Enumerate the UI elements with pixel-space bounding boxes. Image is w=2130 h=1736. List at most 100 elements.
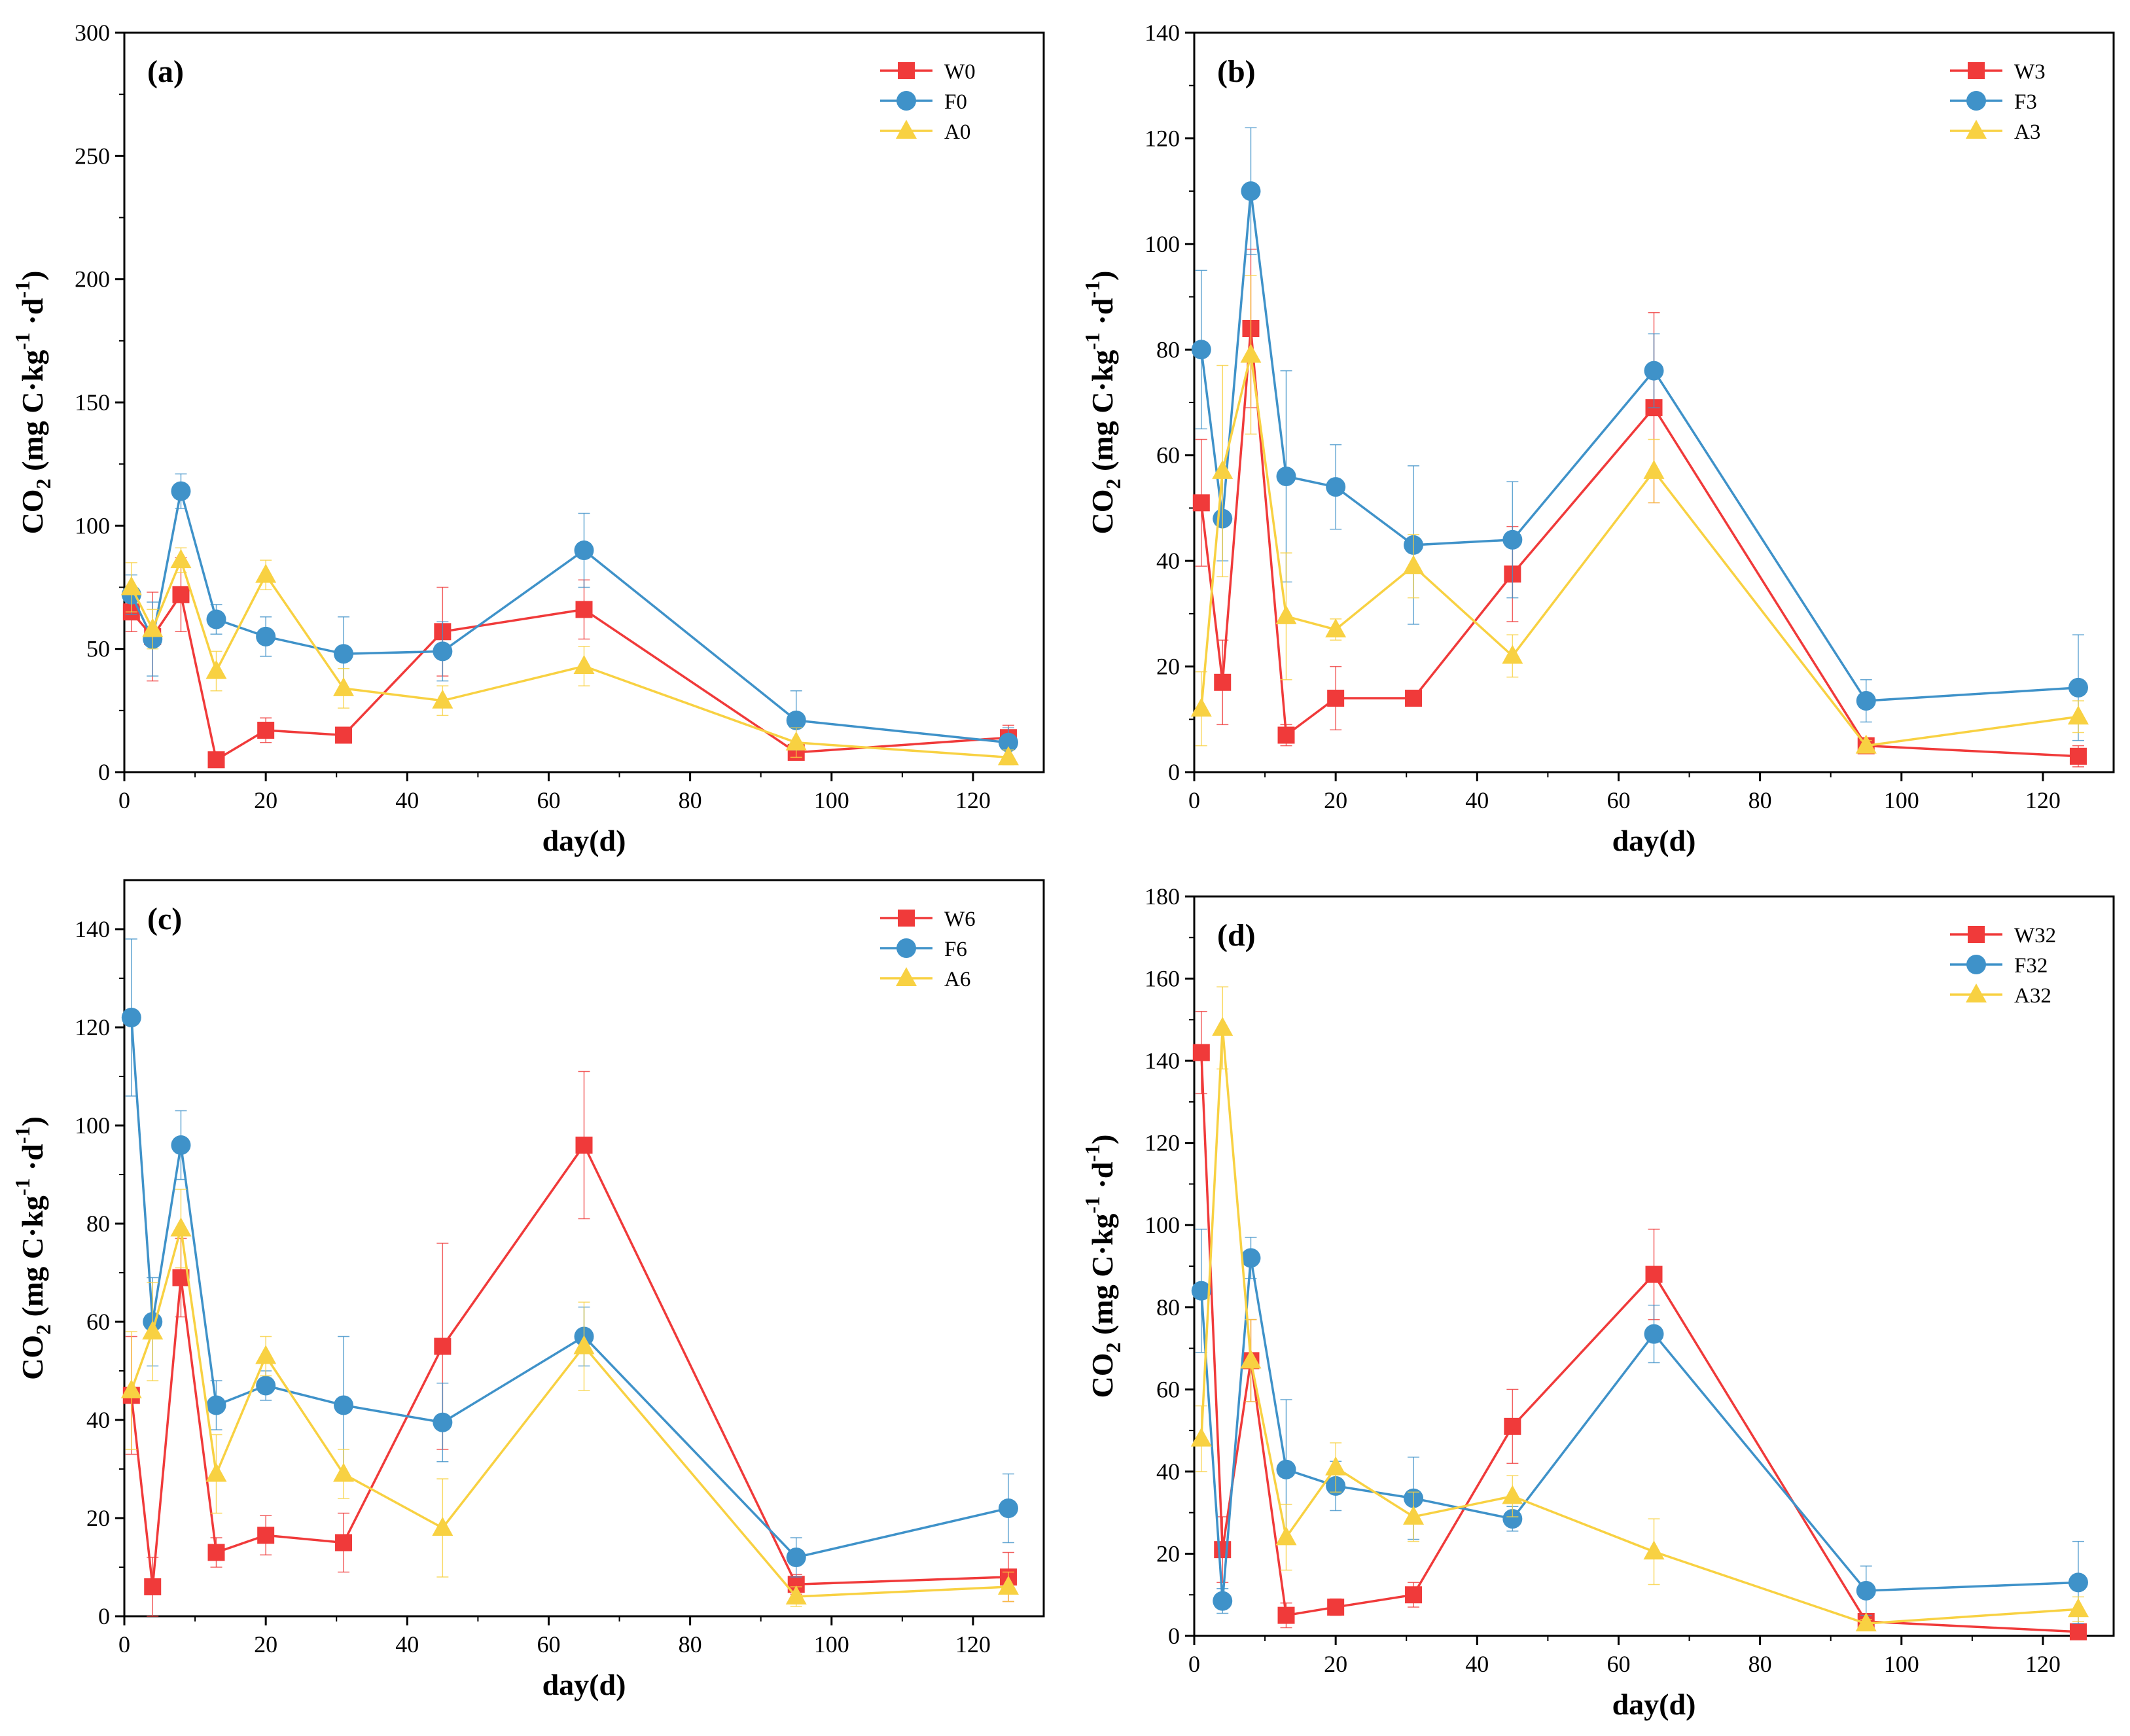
legend-marker	[1968, 926, 1985, 943]
data-point	[1855, 734, 1877, 754]
y-axis-label-part: -1	[10, 332, 34, 350]
series-F0	[121, 473, 1018, 758]
y-axis-label-part: (mg C·kg	[1086, 350, 1119, 479]
legend-label: W6	[944, 908, 976, 931]
legend: W32 F32 A32	[1950, 924, 2056, 1008]
data-point	[170, 549, 192, 569]
data-point	[1645, 1266, 1663, 1283]
series-line	[1200, 354, 2079, 747]
y-axis-label-part: 2	[31, 478, 55, 489]
legend-label: W32	[2014, 924, 2056, 948]
data-point	[1644, 1324, 1664, 1344]
x-tick-label: 20	[254, 787, 277, 813]
data-point	[786, 1548, 806, 1567]
legend-label: F3	[2014, 90, 2037, 114]
legend-label: F32	[2014, 954, 2048, 978]
data-point	[1502, 1485, 1523, 1504]
y-tick-label: 0	[98, 759, 110, 785]
y-tick-label: 160	[1145, 966, 1180, 992]
data-point	[1192, 1044, 1210, 1061]
x-tick-label: 100	[814, 1631, 849, 1657]
legend-label: W3	[2014, 60, 2046, 84]
data-point	[1504, 1417, 1521, 1435]
data-point	[1403, 1505, 1425, 1525]
y-tick-label: 140	[1145, 1048, 1180, 1074]
y-tick-label: 120	[1145, 125, 1180, 151]
data-point	[1275, 1526, 1297, 1546]
data-point	[1276, 467, 1296, 486]
data-point	[1240, 344, 1262, 363]
legend-label: F6	[944, 938, 967, 961]
data-point	[574, 540, 594, 560]
data-point	[575, 1137, 593, 1154]
x-tick-label: 60	[537, 1631, 560, 1657]
legend-marker	[896, 967, 917, 986]
data-point	[257, 1527, 275, 1544]
data-point	[1502, 645, 1523, 664]
y-tick-label: 50	[86, 636, 110, 662]
x-axis-label: day(d)	[542, 1668, 626, 1701]
data-point	[1643, 1540, 1665, 1560]
data-point	[1212, 1016, 1234, 1036]
plot-frame	[123, 879, 1045, 1618]
data-point	[1502, 1509, 1523, 1529]
data-point	[1275, 605, 1297, 624]
data-point	[998, 1498, 1018, 1518]
data-point	[573, 1335, 595, 1355]
data-point	[2068, 1572, 2088, 1593]
panel-title: (b)	[1217, 54, 1256, 89]
legend-marker	[1966, 91, 1986, 111]
data-point	[1213, 1591, 1233, 1611]
data-point	[1855, 1612, 1877, 1632]
data-point	[1240, 1349, 1262, 1369]
y-axis-label-part: (mg C·kg	[16, 1196, 49, 1324]
series-line	[130, 1143, 1009, 1587]
y-tick-label: 20	[86, 1505, 110, 1531]
series-line	[130, 1228, 1009, 1598]
data-point	[1405, 690, 1423, 707]
data-point	[257, 721, 275, 739]
legend-marker	[898, 62, 915, 79]
x-tick-label: 100	[814, 787, 849, 813]
y-axis-label-part: -1	[10, 1126, 34, 1144]
data-point	[1856, 691, 1876, 711]
y-tick-label: 100	[1145, 1212, 1180, 1238]
data-point	[170, 1217, 192, 1237]
x-tick-label: 120	[955, 787, 991, 813]
panel-title: (d)	[1217, 918, 1256, 953]
data-point	[432, 689, 453, 709]
data-point	[1190, 698, 1212, 717]
x-tick-label: 60	[537, 787, 560, 813]
data-point	[205, 1462, 227, 1482]
x-tick-label: 60	[1606, 1651, 1630, 1677]
x-tick-label: 100	[1884, 787, 1919, 813]
legend-marker	[1966, 120, 1987, 139]
legend-label: W0	[944, 60, 976, 84]
y-axis-label-part: CO	[1086, 489, 1119, 534]
data-point	[120, 576, 142, 595]
y-axis-label-part: )	[1086, 1135, 1119, 1144]
y-tick-label: 0	[98, 1603, 110, 1629]
data-point	[335, 726, 353, 744]
x-tick-label: 40	[1465, 787, 1489, 813]
data-point	[575, 601, 593, 618]
data-point	[573, 655, 595, 675]
y-tick-label: 80	[1156, 336, 1180, 363]
panel-title: (c)	[147, 902, 182, 936]
series-line	[130, 1017, 1009, 1559]
legend: W0 F0 A0	[880, 60, 976, 144]
x-tick-label: 80	[1748, 787, 1772, 813]
series-line	[130, 592, 1009, 762]
y-axis-label: CO2 (mg C·kg-1 ·d-1)	[10, 271, 55, 535]
data-point	[1502, 529, 1523, 550]
data-point	[2067, 705, 2089, 725]
legend-marker	[896, 120, 917, 139]
series-A6	[120, 1188, 1019, 1607]
x-tick-label: 0	[1188, 1651, 1200, 1677]
series-A32	[1190, 986, 2089, 1632]
y-tick-label: 200	[75, 266, 110, 292]
y-tick-label: 20	[1156, 654, 1180, 680]
x-tick-label: 40	[395, 787, 419, 813]
x-tick-label: 40	[1465, 1651, 1489, 1677]
data-point	[432, 1517, 453, 1536]
